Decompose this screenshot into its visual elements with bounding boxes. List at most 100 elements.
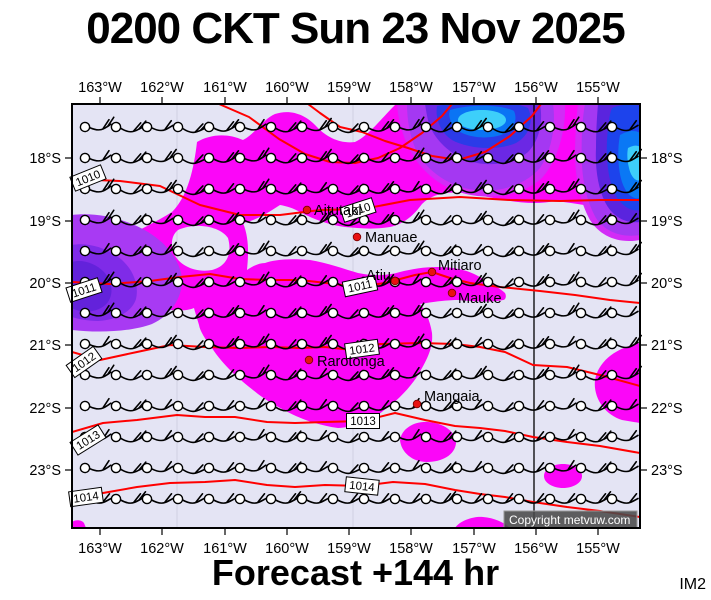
- wind-barb: [234, 211, 267, 226]
- wind-barb: [544, 428, 577, 443]
- wind-barb: [606, 365, 642, 381]
- forecast-hour-label: Forecast +144 hr: [211, 552, 500, 593]
- wind-barb: [575, 276, 608, 288]
- lon-tick-label: 157°W: [452, 541, 496, 557]
- wind-barb: [358, 119, 395, 133]
- wind-barb: [234, 493, 267, 505]
- wind-barb: [141, 365, 177, 381]
- wind-barb: [265, 430, 302, 443]
- wind-barb: [265, 245, 298, 257]
- wind-barb: [234, 459, 267, 474]
- lat-tick-label: 21°S: [651, 338, 683, 354]
- wind-barb: [358, 367, 395, 381]
- island-label-mangaia: Mangaia: [424, 389, 481, 405]
- wind-barb: [172, 152, 205, 165]
- lon-tick-label: 162°W: [140, 541, 184, 557]
- wind-barb: [203, 462, 236, 474]
- wind-barb: [234, 304, 267, 319]
- isobar-label: 1013: [346, 413, 380, 429]
- wind-barb: [482, 400, 515, 413]
- lon-tick-label: 162°W: [140, 80, 184, 96]
- wind-barb: [513, 214, 546, 226]
- wind-barb: [296, 148, 332, 164]
- isobar-label: 1010: [339, 197, 377, 223]
- wind-barb: [172, 400, 205, 413]
- island-dot-atiu: [390, 276, 400, 286]
- wind-barb: [513, 493, 546, 505]
- wind-barb: [79, 149, 112, 164]
- wind-barb: [327, 462, 360, 475]
- wind-barb: [79, 397, 112, 412]
- wind-barb: [234, 271, 270, 288]
- wind-barb: [451, 210, 487, 226]
- wind-barb: [420, 399, 457, 412]
- wind-barb: [110, 213, 147, 226]
- wind-barb: [575, 183, 608, 195]
- lon-tick-label: 160°W: [265, 80, 309, 96]
- lon-tick-label: 161°W: [203, 541, 247, 557]
- wind-barb: [265, 491, 302, 505]
- wind-barb: [575, 306, 612, 319]
- wind-barb: [296, 429, 329, 443]
- island-dot-mangaia: [412, 399, 422, 409]
- lat-tick-label: 20°S: [29, 276, 61, 292]
- svg-text:1014: 1014: [73, 490, 101, 506]
- wind-barb: [389, 493, 422, 505]
- wind-barb: [296, 181, 329, 195]
- wind-barb: [327, 400, 360, 413]
- wind-barb: [234, 333, 270, 350]
- wind-barb: [296, 367, 329, 381]
- lat-tick-label: 19°S: [29, 214, 61, 230]
- wind-barb: [203, 369, 236, 381]
- wind-barb: [172, 307, 209, 320]
- wind-barb: [141, 334, 177, 350]
- wind-barb: [513, 121, 546, 133]
- island-label-aitutaki: Aitutaki: [314, 203, 362, 219]
- wind-barb: [606, 460, 639, 474]
- wind-barb: [451, 429, 484, 443]
- wind-barb: [79, 209, 115, 226]
- wind-barb: [141, 398, 174, 412]
- wind-barb: [513, 307, 546, 319]
- wind-barb: [513, 462, 546, 474]
- wind-barb: [606, 398, 639, 412]
- wind-barb: [575, 120, 612, 133]
- wind-barb: [389, 180, 422, 195]
- wind-barb: [265, 399, 302, 412]
- wind-barb: [544, 335, 577, 350]
- wind-barb: [234, 178, 270, 195]
- wind-barb: [296, 460, 329, 474]
- lon-tick-label: 163°W: [78, 80, 122, 96]
- copyright-text: Copyright metvuw.com: [509, 513, 630, 527]
- wind-barb: [141, 460, 174, 474]
- island-label-manuae: Manuae: [365, 230, 417, 246]
- wind-barb: [172, 493, 205, 505]
- wind-barb: [513, 274, 550, 288]
- lon-tick-label: 155°W: [576, 541, 620, 557]
- wind-barb: [544, 271, 580, 288]
- wind-barb: [110, 491, 147, 505]
- wind-barb: [482, 462, 515, 475]
- wind-barb: [606, 305, 639, 319]
- island-label-atiu: Atiu: [366, 268, 391, 284]
- wind-barb: [358, 181, 395, 195]
- wind-barb: [606, 493, 639, 505]
- wind-barb: [544, 364, 580, 381]
- wind-barb: [203, 305, 240, 319]
- wind-barb: [575, 369, 608, 381]
- lat-tick-label: 22°S: [651, 401, 683, 417]
- wind-barb: [141, 148, 177, 164]
- lat-tick-label: 23°S: [651, 463, 683, 479]
- wind-barb: [79, 302, 115, 319]
- wind-barb: [451, 179, 487, 195]
- rain-area-east-edge-blob: [594, 343, 640, 423]
- wind-barb: [203, 243, 240, 257]
- wind-barb: [265, 368, 302, 381]
- wind-barb: [575, 491, 612, 505]
- island-dot-mitiaro: [427, 267, 437, 277]
- island-dot-rarotonga: [304, 355, 314, 365]
- wind-barb: [358, 305, 395, 319]
- rain-area-mangaia-blob: [400, 421, 456, 462]
- wind-barb: [79, 459, 112, 474]
